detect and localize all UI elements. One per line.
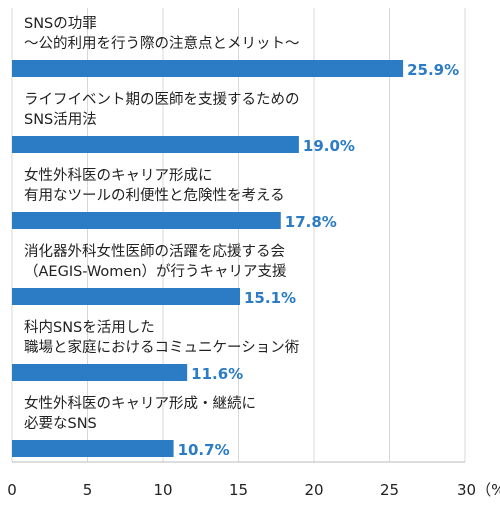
category-label-6-line-1: 女性外科医のキャリア形成・継続に — [24, 394, 256, 412]
category-label-1-line-1: SNSの功罪 — [24, 15, 97, 32]
bar-3 — [12, 212, 281, 229]
tick-label-10: 10 — [153, 481, 172, 499]
bar-6 — [12, 440, 174, 457]
bar-2 — [12, 136, 299, 153]
x-axis: 0 5 10 15 20 25 30（%） — [7, 461, 500, 499]
gridlines — [11, 8, 466, 462]
value-label-3: 17.8% — [285, 213, 337, 231]
bar-5 — [12, 364, 188, 381]
value-label-2: 19.0% — [303, 137, 355, 155]
category-label-1-line-2: ～公的利用を行う際の注意点とメリット～ — [24, 34, 300, 52]
tick-label-5: 5 — [83, 481, 93, 499]
tick-label-15: 15 — [229, 481, 248, 499]
category-label-3-line-1: 女性外科医のキャリア形成に — [24, 166, 213, 184]
category-label-4-line-1: 消化器外科女性医師の活躍を応援する会 — [24, 242, 285, 260]
category-label-6-line-2: 必要なSNS — [24, 415, 97, 432]
tick-label-30: 30（%） — [457, 481, 500, 499]
category-label-2-line-2: SNS活用法 — [24, 111, 97, 128]
bar-1 — [12, 60, 404, 77]
category-label-5-line-2: 職場と家庭におけるコミュニケーション術 — [24, 339, 299, 356]
tick-label-0: 0 — [7, 481, 17, 499]
category-label-2-line-1: ライフイベント期の医師を支援するための — [24, 91, 300, 108]
category-label-5-line-1: 科内SNSを活用した — [24, 319, 155, 336]
tick-label-25: 25 — [380, 481, 399, 499]
bars — [12, 60, 404, 457]
value-labels: 25.9% 19.0% 17.8% 15.1% 11.6% 10.7% — [178, 61, 460, 459]
category-labels: SNSの功罪 ～公的利用を行う際の注意点とメリット～ ライフイベント期の医師を支援す… — [24, 15, 300, 432]
category-label-4-line-2: （AEGIS-Women）が行うキャリア支援 — [24, 263, 287, 280]
value-label-1: 25.9% — [407, 61, 459, 79]
category-label-3-line-2: 有用なツールの利便性と危険性を考える — [24, 187, 285, 204]
value-label-6: 10.7% — [178, 441, 230, 459]
value-label-5: 11.6% — [191, 365, 243, 383]
value-label-4: 15.1% — [244, 289, 296, 307]
bar-4 — [12, 288, 241, 305]
tick-label-20: 20 — [304, 481, 323, 499]
